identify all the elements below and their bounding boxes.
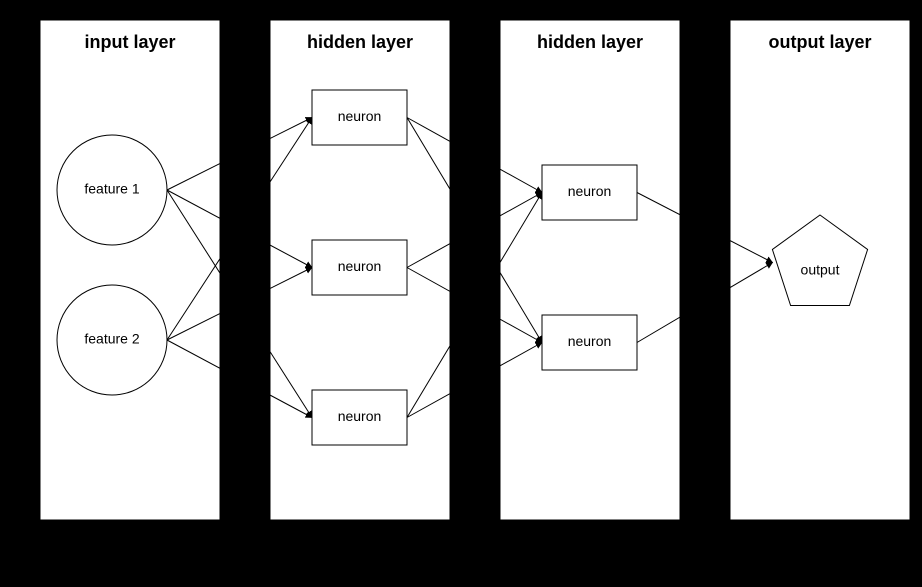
layer-title: input layer bbox=[84, 32, 175, 52]
node-label: feature 2 bbox=[84, 331, 139, 347]
layer-title: hidden layer bbox=[537, 32, 643, 52]
node-label: neuron bbox=[338, 408, 382, 424]
layer-panel: hidden layer bbox=[500, 20, 680, 520]
layer-title: hidden layer bbox=[307, 32, 413, 52]
node-f2: feature 2 bbox=[57, 285, 167, 395]
node-h2b: neuron bbox=[542, 315, 637, 370]
layer-panel: input layer bbox=[40, 20, 220, 520]
node-label: output bbox=[801, 262, 840, 278]
node-h1b: neuron bbox=[312, 240, 407, 295]
node-f1: feature 1 bbox=[57, 135, 167, 245]
node-h1a: neuron bbox=[312, 90, 407, 145]
network-diagram: input layer hidden layer hidden layer outpu… bbox=[0, 0, 922, 587]
node-h1c: neuron bbox=[312, 390, 407, 445]
node-label: feature 1 bbox=[84, 181, 139, 197]
node-label: neuron bbox=[338, 258, 382, 274]
node-label: neuron bbox=[568, 183, 612, 199]
layer-title: output layer bbox=[768, 32, 871, 52]
node-h2a: neuron bbox=[542, 165, 637, 220]
node-label: neuron bbox=[568, 333, 612, 349]
node-label: neuron bbox=[338, 108, 382, 124]
